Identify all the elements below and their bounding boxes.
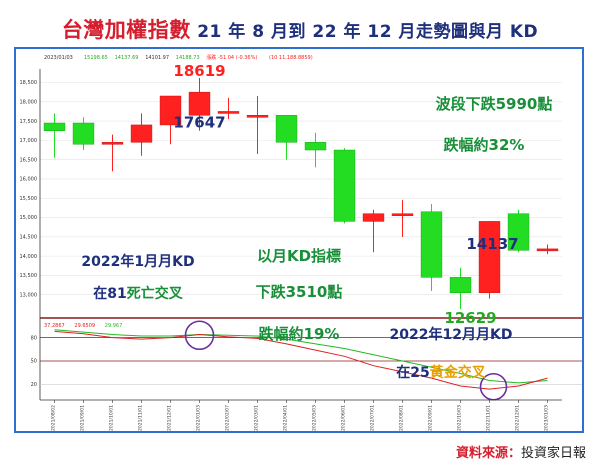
candle-body [130, 124, 153, 143]
kd-tick-label: 80 [31, 335, 37, 341]
x-tick-label: 2022/07/01 [370, 405, 376, 431]
y-tick-label: 14,000 [20, 254, 38, 260]
annot-monthly-pct: 跌幅約19% [259, 325, 340, 343]
candle-body [449, 277, 472, 294]
x-axis: 2021/08/02 2021/09/01 2021/10/01 2021/11/01… [40, 399, 562, 431]
y-tick-label: 15,000 [20, 215, 38, 221]
x-tick-label: 2022/09/01 [428, 405, 434, 431]
y-tick-label: 16,500 [20, 157, 38, 163]
annotations: 波段下跌5990點 跌幅約32% 2022年1月月KD 在81死亡交叉 以月KD… [81, 95, 552, 381]
x-tick-label: 2022/12/01 [515, 405, 521, 431]
annot-dec-cross-em: 黃金交叉 [429, 364, 487, 381]
page-title: 台灣加權指數 21 年 8 月到 22 年 12 月走勢圖與月 KD [0, 14, 600, 44]
annot-jan-cross-em: 死亡交叉 [126, 285, 184, 302]
candle-body [507, 213, 530, 251]
y-tick-label: 13,500 [20, 273, 38, 279]
y-axis: 13,000 13,500 14,000 14,500 15,000 15,500 16,0… [20, 69, 41, 400]
candle-body [43, 122, 66, 131]
grid [40, 82, 582, 319]
y-tick-label: 17,500 [20, 119, 38, 125]
x-tick-label: 2023/01/03 [544, 405, 550, 431]
source-label: 資料來源： [455, 446, 521, 461]
x-tick-label: 2022/11/01 [486, 405, 492, 431]
annot-monthly-drop: 下跌3510點 [256, 283, 343, 301]
header-value: 14101.97 [145, 55, 169, 61]
annot-jan-cross: 在81死亡交叉 [93, 285, 183, 302]
candle-body [217, 111, 240, 114]
y-tick-label: 16,000 [20, 177, 38, 183]
header-value: 14137.69 [115, 55, 139, 61]
title-subtitle: 21 年 8 月到 22 年 12 月走勢圖與月 KD [190, 22, 539, 42]
death-cross-circle [184, 320, 215, 351]
x-tick-label: 2021/10/01 [109, 405, 115, 431]
y-tick-label: 15,500 [20, 196, 38, 202]
candle-body [159, 95, 182, 126]
header-value: 14188.73 [176, 55, 200, 61]
y-tick-label: 18,500 [20, 80, 38, 86]
y-tick-label: 18,000 [20, 99, 38, 105]
annot-wave-drop: 波段下跌5990點 [436, 95, 553, 113]
header-date: 2023/01/03 [44, 55, 73, 61]
candle-body [304, 142, 327, 151]
candle-body [536, 248, 559, 252]
candle-body [478, 221, 501, 294]
source-note: 資料來源：投資家日報 [456, 442, 586, 461]
x-tick-label: 2021/12/01 [167, 405, 173, 431]
x-tick-label: 2022/08/01 [399, 405, 405, 431]
annot-dec-cross-pre: 在25 [396, 364, 429, 381]
kd-header-value: 29.6509 [74, 323, 95, 329]
candle-body [246, 115, 269, 118]
x-tick-label: 2022/03/01 [254, 405, 260, 431]
kd-header-value: 37.2867 [44, 323, 65, 329]
price-callout: 17647 [173, 113, 225, 131]
kd-d-line [54, 329, 548, 384]
x-tick-label: 2021/09/01 [80, 405, 86, 431]
annot-dec-cross: 在25黃金交叉 [396, 364, 486, 381]
header-info: 2023/01/03 15198.65 14137.69 14101.97 14188.… [44, 54, 313, 61]
candle-body [72, 122, 95, 145]
x-tick-label: 2022/05/03 [312, 405, 318, 431]
annot-jan-kd: 2022年1月月KD [81, 253, 194, 270]
kd-tick-label: 20 [31, 382, 37, 388]
price-callouts: 18619 17647 14137 12629 [173, 62, 518, 327]
kd-k-line [54, 330, 548, 390]
kd-header-value: 29.967 [105, 323, 123, 329]
price-callout: 12629 [444, 309, 496, 327]
title-main: 台灣加權指數 [61, 18, 191, 42]
header-value: 15198.65 [84, 55, 108, 61]
annot-dec-kd: 2022年12月月KD [390, 326, 513, 343]
annot-monthly-kd: 以月KD指標 [257, 247, 341, 265]
x-tick-label: 2021/11/01 [138, 405, 144, 431]
header-value: 漲跌 -51.04 (-0.36%) [206, 54, 257, 61]
chart-svg: 2023/01/03 15198.65 14137.69 14101.97 14188.… [20, 54, 582, 431]
y-tick-label: 17,000 [20, 138, 38, 144]
candle-body [391, 213, 414, 216]
price-callout: 14137 [466, 235, 518, 253]
source-value: 投資家日報 [520, 446, 586, 461]
candlesticks [43, 77, 559, 310]
candle-body [362, 213, 385, 222]
y-tick-label: 13,000 [20, 292, 38, 298]
header-value: (10 11,188.8859) [269, 55, 313, 61]
x-tick-label: 2022/02/07 [225, 405, 231, 431]
x-tick-label: 2022/10/03 [457, 405, 463, 431]
x-tick-label: 2021/08/02 [51, 405, 57, 431]
kd-tick-label: 50 [31, 359, 37, 365]
x-tick-label: 2022/06/01 [341, 405, 347, 431]
candle-body [275, 115, 298, 143]
candle-body [333, 149, 356, 222]
kd-panel: 37.2867 29.6509 29.967 20 50 80 [31, 320, 582, 401]
annot-jan-cross-pre: 在81 [93, 285, 126, 302]
candle-body [101, 142, 124, 145]
y-tick-label: 14,500 [20, 235, 38, 241]
annot-wave-pct: 跌幅約32% [444, 136, 525, 154]
price-callout: 18619 [173, 62, 225, 80]
candle-body [188, 91, 211, 116]
x-tick-label: 2022/04/01 [283, 405, 289, 431]
candle-body [420, 211, 443, 278]
x-tick-label: 2022/01/03 [196, 405, 202, 431]
